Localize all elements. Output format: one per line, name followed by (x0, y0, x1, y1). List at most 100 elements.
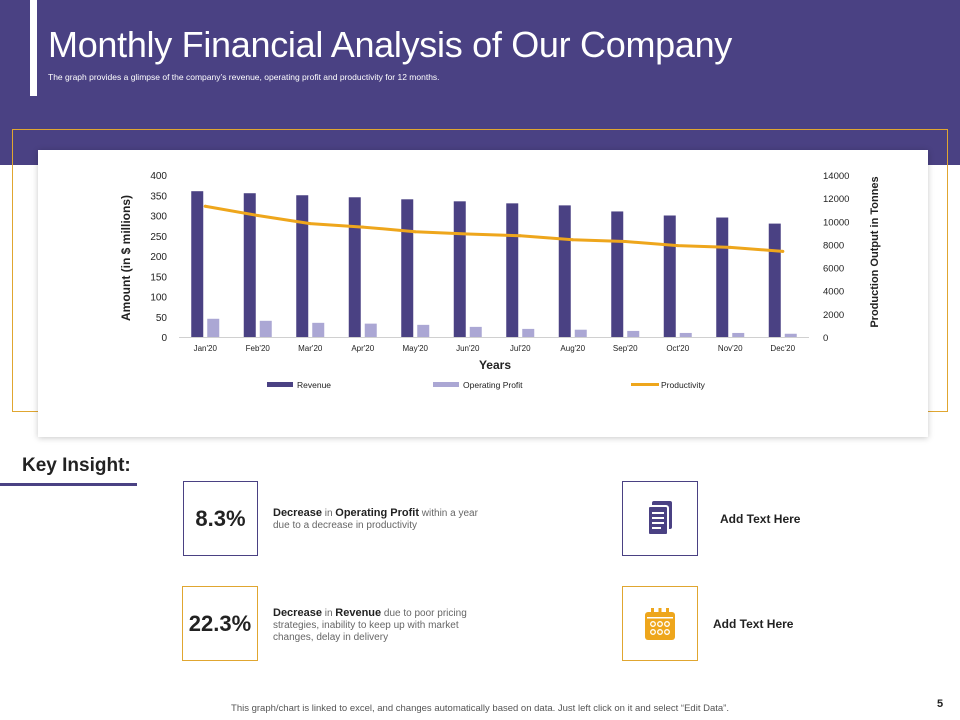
revenue-bar (558, 205, 571, 337)
x-tick-label: Jan'20 (194, 344, 218, 353)
insight-stat-box: 8.3% (183, 481, 258, 556)
insight-connector: in (321, 508, 336, 519)
revenue-bar (348, 197, 361, 337)
x-tick-label: Feb'20 (246, 344, 271, 353)
header-accent-bar (30, 0, 37, 96)
operating-profit-bar (574, 329, 587, 337)
productivity-line (203, 204, 785, 253)
productivity-point (203, 204, 207, 208)
y2-tick-label: 4000 (823, 287, 844, 298)
productivity-point (676, 244, 680, 248)
revenue-bar (716, 217, 729, 337)
legend-swatch (433, 382, 459, 387)
x-tick-label: Jul'20 (510, 344, 531, 353)
insight-description: Decrease in Operating Profit within a ye… (273, 507, 493, 532)
insight-connector: in (321, 608, 336, 619)
document-icon (647, 500, 672, 536)
placeholder-text[interactable]: Add Text Here (713, 617, 794, 631)
x-tick-label: Oct'20 (666, 344, 689, 353)
y2-tick-label: 8000 (823, 240, 844, 251)
y2-tick-label: 6000 (823, 264, 844, 275)
productivity-point (728, 245, 732, 249)
productivity-point (413, 230, 417, 234)
header-banner: Monthly Financial Analysis of Our Compan… (0, 0, 960, 165)
legend-swatch (631, 383, 659, 386)
operating-profit-bar (679, 332, 692, 337)
icon-box (622, 586, 698, 661)
operating-profit-bar (259, 320, 272, 337)
operating-profit-bar (732, 332, 745, 337)
insight-keyword: Revenue (335, 607, 382, 619)
productivity-point (361, 225, 365, 229)
revenue-bar (611, 211, 624, 337)
placeholder-text[interactable]: Add Text Here (720, 512, 801, 526)
revenue-bar (453, 201, 466, 337)
x-axis-label: Years (479, 358, 511, 372)
revenue-bar (243, 193, 256, 337)
insight-description: Decrease in Revenue due to poor pricing … (273, 607, 493, 644)
y-tick-label: 200 (150, 252, 167, 263)
x-tick-label: Jun'20 (456, 344, 480, 353)
operating-profit-bar (312, 322, 325, 337)
footer-note: This graph/chart is linked to excel, and… (231, 703, 729, 714)
insight-keyword: Decrease (273, 607, 322, 619)
y-tick-label: 250 (150, 232, 167, 243)
revenue-bar (296, 195, 309, 337)
x-tick-label: Nov'20 (718, 344, 743, 353)
y-tick-label: 150 (150, 272, 167, 283)
page-subtitle: The graph provides a glimpse of the comp… (48, 72, 440, 82)
x-tick-label: May'20 (402, 344, 428, 353)
y-tick-label: 50 (156, 313, 168, 324)
revenue-bar (506, 203, 519, 337)
insight-stat-value: 8.3% (195, 505, 246, 531)
x-tick-label: Sep'20 (613, 344, 638, 353)
calendar-icon (645, 607, 675, 640)
operating-profit-bar (627, 330, 640, 337)
y-tick-label: 300 (150, 212, 167, 223)
operating-profit-bar (522, 328, 535, 337)
x-tick-label: Mar'20 (298, 344, 323, 353)
page-number: 5 (937, 698, 944, 710)
legend-label: Revenue (297, 380, 331, 390)
operating-profit-bar (417, 324, 430, 337)
y-tick-label: 350 (150, 191, 167, 202)
operating-profit-bar (784, 333, 797, 337)
operating-profit-bar (469, 326, 482, 337)
financial-chart[interactable]: 0 50 100 150 200 250 300 350 400 0 2000 4000 6000 80… (38, 150, 928, 437)
insight-detail: due to poor pricing strategies, inabilit… (273, 608, 467, 643)
productivity-point (781, 249, 785, 253)
icon-box (622, 481, 698, 556)
y-axis-label: Amount (in $ millions) (119, 195, 133, 321)
y2-tick-label: 14000 (823, 171, 849, 182)
productivity-point (256, 214, 260, 217)
legend-label: Operating Profit (463, 380, 523, 390)
y2-axis-label: Production Output in Tonnes (869, 176, 881, 327)
y2-tick-label: 0 (823, 333, 828, 344)
revenue-bar (401, 199, 414, 337)
chart-card[interactable]: 0 50 100 150 200 250 300 350 400 0 2000 4000 6000 80… (38, 150, 928, 437)
revenue-bar (663, 215, 676, 337)
y2-tick-label: 12000 (823, 194, 849, 205)
y-tick-label: 0 (161, 333, 167, 344)
y2-tick-label: 2000 (823, 310, 844, 321)
revenue-bar (191, 191, 204, 337)
productivity-point (466, 232, 470, 236)
insight-keyword: Decrease (273, 507, 322, 519)
y2-tick-label: 10000 (823, 217, 849, 228)
key-insight-underline (0, 483, 137, 486)
insight-stat-value: 22.3% (188, 610, 252, 636)
x-tick-label: Aug'20 (560, 344, 585, 353)
productivity-point (308, 222, 312, 226)
y-tick-label: 100 (150, 293, 167, 304)
productivity-point (571, 238, 575, 242)
legend-label: Productivity (661, 380, 706, 390)
key-insight-heading: Key Insight: (22, 455, 131, 476)
operating-profit-bar (364, 323, 377, 337)
operating-profit-bar (207, 318, 220, 337)
insight-detail: within a year due to a decrease in produ… (273, 508, 478, 531)
productivity-point (518, 234, 522, 238)
productivity-point (623, 240, 627, 244)
chart-legend: Revenue Operating Profit Productivity (267, 380, 706, 390)
insight-keyword: Operating Profit (335, 507, 420, 519)
page-title: Monthly Financial Analysis of Our Compan… (48, 24, 733, 65)
